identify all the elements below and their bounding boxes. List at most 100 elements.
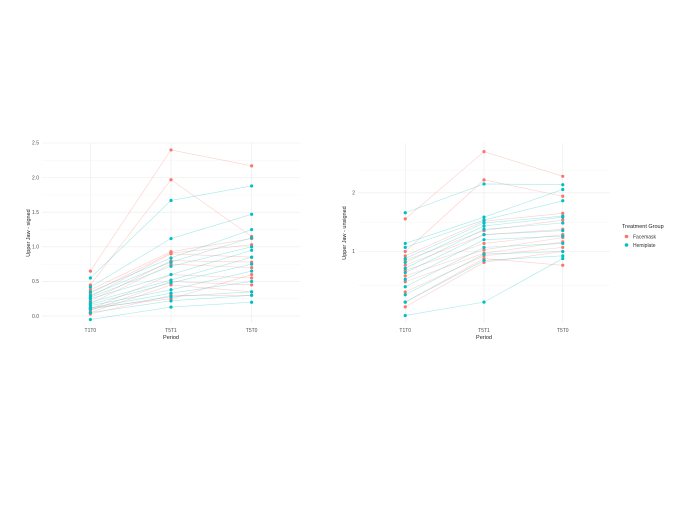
data-point-hemiplate (403, 256, 407, 261)
data-point-hemiplate (250, 269, 254, 273)
data-point-facemask (169, 148, 173, 152)
data-point-hemiplate (250, 279, 254, 284)
data-point-facemask (482, 178, 486, 182)
data-point-hemiplate (482, 233, 486, 237)
data-point-facemask (561, 218, 565, 222)
data-point-facemask (561, 174, 565, 178)
x-tick-label: T1T0 (399, 328, 411, 334)
legend-key-facemask (624, 234, 629, 239)
data-point-facemask (403, 280, 407, 284)
unsigned-chart-panel: 1 2 T1T0 T5T1 T5T0 Period Upper Jaw - unsigned (342, 143, 610, 341)
data-point-hemiplate (169, 256, 173, 260)
data-point-hemiplate (482, 215, 486, 219)
data-point-hemiplate (169, 272, 173, 277)
data-point-hemiplate (169, 281, 173, 285)
data-point-hemiplate (169, 288, 173, 292)
data-point-hemiplate (250, 248, 254, 252)
legend: Treatment Group Facemask Hemiplate (622, 224, 664, 249)
data-point-hemiplate (561, 249, 565, 254)
legend-title: Treatment Group (622, 224, 664, 230)
data-point-hemiplate (169, 278, 173, 282)
y-axis-title: Upper Jaw - unsigned (342, 206, 348, 260)
x-tick-label: T1T0 (85, 328, 97, 334)
data-point-hemiplate (403, 293, 407, 297)
data-point-hemiplate (482, 258, 486, 263)
data-point-facemask (403, 290, 407, 294)
data-point-hemiplate (403, 245, 407, 249)
data-point-hemiplate (561, 199, 565, 203)
data-point-hemiplate (169, 299, 173, 303)
data-point-hemiplate (482, 300, 486, 304)
data-point-hemiplate (561, 221, 565, 225)
data-point-hemiplate (88, 297, 92, 301)
data-point-facemask (482, 241, 486, 246)
data-point-hemiplate (169, 198, 173, 203)
data-point-hemiplate (88, 290, 92, 294)
data-point-hemiplate (561, 241, 565, 246)
data-point-hemiplate (561, 256, 565, 261)
data-point-hemiplate (482, 245, 486, 249)
x-tick-label: T5T1 (165, 328, 177, 334)
data-point-hemiplate (250, 184, 254, 188)
data-point-hemiplate (403, 270, 407, 275)
x-axis-title: Period (476, 335, 492, 341)
data-point-facemask (482, 150, 486, 154)
data-point-hemiplate (250, 227, 254, 232)
data-point-hemiplate (403, 266, 407, 270)
data-point-facemask (482, 248, 486, 252)
data-point-hemiplate (403, 277, 407, 281)
data-point-facemask (403, 249, 407, 254)
data-point-hemiplate (482, 224, 486, 228)
y-tick-label: 2.0 (32, 175, 39, 181)
data-point-hemiplate (403, 211, 407, 215)
x-tick-label: T5T0 (246, 328, 258, 334)
data-point-hemiplate (561, 254, 565, 258)
data-point-hemiplate (88, 311, 92, 315)
data-point-facemask (250, 276, 254, 280)
data-point-hemiplate (169, 295, 173, 299)
data-point-hemiplate (561, 183, 565, 187)
data-point-facemask (250, 266, 254, 270)
y-tick-label: 1.5 (32, 210, 39, 216)
data-point-hemiplate (403, 241, 407, 246)
data-point-hemiplate (403, 285, 407, 289)
data-point-hemiplate (250, 300, 254, 304)
data-point-hemiplate (482, 218, 486, 222)
data-point-hemiplate (561, 187, 565, 192)
data-point-hemiplate (250, 236, 254, 240)
y-tick-label: 0.5 (32, 279, 39, 285)
data-point-hemiplate (403, 260, 407, 264)
data-point-hemiplate (169, 264, 173, 268)
x-axis-title: Period (163, 335, 179, 341)
data-point-hemiplate (169, 291, 173, 295)
legend-label-facemask: Facemask (633, 234, 657, 240)
data-point-facemask (403, 305, 407, 309)
data-point-hemiplate (250, 212, 254, 216)
data-point-hemiplate (403, 300, 407, 304)
data-point-facemask (250, 283, 254, 287)
data-point-hemiplate (561, 229, 565, 233)
data-point-hemiplate (250, 262, 254, 266)
data-point-hemiplate (403, 313, 407, 318)
data-point-facemask (561, 263, 565, 267)
data-point-hemiplate (88, 317, 92, 322)
data-point-facemask (561, 194, 565, 198)
data-point-hemiplate (482, 221, 486, 225)
data-point-facemask (403, 217, 407, 221)
data-point-facemask (561, 211, 565, 215)
legend-key-hemiplate (624, 243, 629, 247)
y-tick-label: 2 (352, 190, 355, 196)
data-point-hemiplate (482, 182, 486, 186)
data-point-facemask (403, 254, 407, 258)
data-point-hemiplate (169, 260, 173, 264)
data-point-hemiplate (88, 285, 92, 289)
x-tick-label: T5T1 (478, 328, 490, 334)
y-tick-label: 2.5 (32, 141, 39, 147)
data-point-facemask (169, 178, 173, 182)
data-point-hemiplate (561, 215, 565, 219)
data-point-hemiplate (88, 307, 92, 311)
data-point-hemiplate (250, 245, 254, 249)
data-point-hemiplate (561, 234, 565, 238)
data-point-facemask (403, 274, 407, 278)
